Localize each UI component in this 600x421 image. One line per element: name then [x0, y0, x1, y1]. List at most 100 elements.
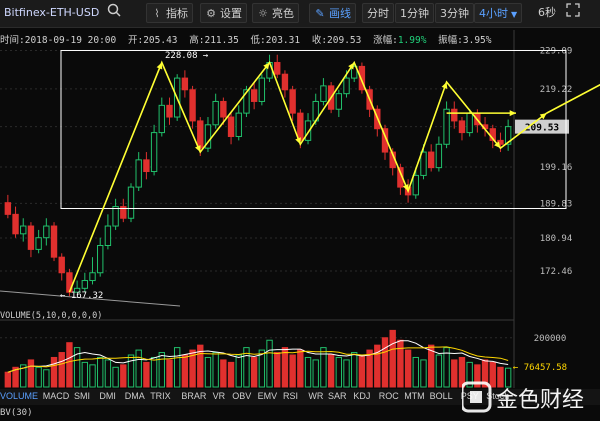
volume-bar	[81, 361, 89, 388]
candle-body	[227, 116, 235, 137]
candle-body	[43, 225, 50, 239]
indicator-tab-psy[interactable]: PSY	[460, 391, 479, 401]
volume-bar	[451, 359, 458, 388]
volume-bar	[127, 354, 135, 388]
period-button-1[interactable]: 1分钟	[395, 3, 434, 23]
projection-up-arrow	[546, 83, 600, 114]
candle-body	[50, 225, 58, 258]
candle-body	[258, 77, 266, 102]
indicator-tabs: VOLUME MACD SMI DMI DMA TRIX BRAR VR OBV EMV RSI WR…	[0, 389, 600, 405]
volume-bar	[12, 366, 19, 388]
candle-body	[135, 159, 142, 188]
refresh-interval[interactable]: 6秒	[538, 6, 556, 19]
indicator-tab-stoch[interactable]: Stoch	[486, 391, 510, 401]
indicator-tab-emv[interactable]: EMV	[257, 391, 278, 401]
volume-bar	[250, 356, 258, 388]
indicator-tab-dmi[interactable]: DMI	[99, 391, 116, 401]
volume-bar	[343, 359, 350, 388]
volume-bar	[104, 359, 112, 388]
candle-body	[143, 159, 150, 173]
period-select[interactable]: 4小时 ▼	[474, 3, 523, 23]
volume-bar	[297, 349, 304, 388]
settings-button[interactable]: ⚙ 设置	[200, 3, 247, 23]
info-change-label: 涨幅:	[373, 35, 398, 46]
volume-bar	[412, 356, 419, 388]
ohlc-infobar: 时间:2018-09-19 20:00 开:205.43 高:211.35 低:…	[0, 32, 492, 46]
search-button[interactable]	[107, 3, 131, 23]
indicator-tab-kdj[interactable]: KDJ	[353, 391, 371, 401]
indicator-tab-rsi[interactable]: RSI	[283, 391, 299, 401]
volume-bar	[204, 356, 212, 388]
indicator-tab-roc[interactable]: ROC	[378, 391, 399, 401]
indicator-tab-trix[interactable]: TRIX	[150, 391, 171, 401]
volume-bar	[274, 352, 281, 388]
indicator-tab-vr[interactable]: VR	[212, 391, 226, 401]
indicator-tab-boll[interactable]: BOLL	[429, 391, 453, 401]
candle-body	[250, 89, 258, 102]
brightness-button[interactable]: ☼ 亮色	[252, 3, 299, 23]
candle-body	[451, 108, 458, 122]
volume-bar	[212, 352, 219, 388]
indicator-tab-dma[interactable]: DMA	[124, 391, 145, 401]
volume-bar	[220, 359, 227, 388]
arrow-head	[348, 62, 355, 70]
low-annotation: ← 167.32	[60, 291, 103, 301]
candle-body	[335, 93, 343, 110]
candle-body	[112, 206, 119, 227]
period-button-2[interactable]: 3分钟	[435, 3, 474, 23]
draw-button[interactable]: ✎ 画线	[309, 3, 356, 23]
volume-last-label: ← 76457.58	[513, 363, 567, 373]
info-open: 开:205.43	[127, 35, 178, 46]
volume-bar	[312, 359, 319, 388]
candle-body	[204, 124, 212, 149]
chevron-down-icon: ▼	[511, 10, 518, 19]
volume-bar	[404, 349, 412, 388]
indicator-tab-volume[interactable]: VOLUME	[0, 391, 39, 401]
volume-bar	[504, 367, 512, 388]
gear-icon: ⚙	[206, 7, 216, 20]
indicators-button[interactable]: ⌇ 指标	[146, 3, 193, 23]
candle-body	[4, 202, 12, 215]
volume-bar	[35, 366, 42, 388]
fullscreen-button[interactable]	[566, 3, 586, 23]
volume-bar	[289, 354, 296, 388]
volume-bar	[227, 361, 235, 388]
info-change-value: 1.99%	[397, 35, 427, 46]
info-low: 低:203.31	[250, 35, 301, 46]
trend-line	[0, 290, 181, 307]
horizontal-level-arrow-head	[509, 110, 516, 117]
candle-body	[443, 108, 450, 145]
candle-body	[127, 186, 135, 219]
y-tick-label: 229.09	[540, 46, 573, 56]
candle-body	[81, 280, 89, 289]
volume-bar	[97, 356, 104, 388]
indicator-tab-sar[interactable]: SAR	[328, 391, 347, 401]
indicator-tab-obv[interactable]: OBV	[232, 391, 252, 401]
volume-bar	[466, 361, 473, 388]
volume-bar	[443, 347, 450, 388]
candle-body	[27, 225, 35, 250]
volume-bar	[197, 344, 204, 388]
arrow-head	[263, 62, 270, 70]
indicator-tab-smi[interactable]: SMI	[74, 391, 91, 401]
volume-tick-label: 200000	[534, 334, 567, 344]
candle-body	[158, 104, 165, 134]
indicator-tab-mtm[interactable]: MTM	[404, 391, 425, 401]
watermark-text: 金色财经	[496, 388, 584, 413]
candle-body	[435, 143, 443, 169]
settings-label: 设置	[220, 7, 242, 20]
candle-body	[150, 132, 158, 173]
volume-bar	[358, 354, 366, 388]
period-button-0[interactable]: 分时	[362, 3, 394, 23]
arrow-head	[402, 184, 409, 191]
indicator-tab-brar[interactable]: BRAR	[181, 391, 207, 401]
volume-bar	[27, 359, 35, 388]
symbol-label[interactable]: Bitfinex-ETH-USD	[4, 6, 100, 19]
arrow-head	[539, 113, 547, 120]
indicator-tab-wr[interactable]: WR	[308, 391, 324, 401]
indicator-tab-macd[interactable]: MACD	[42, 391, 70, 401]
y-tick-label: 219.22	[540, 85, 573, 95]
watermark: 金色财经	[460, 381, 600, 415]
candle-body	[358, 65, 366, 91]
